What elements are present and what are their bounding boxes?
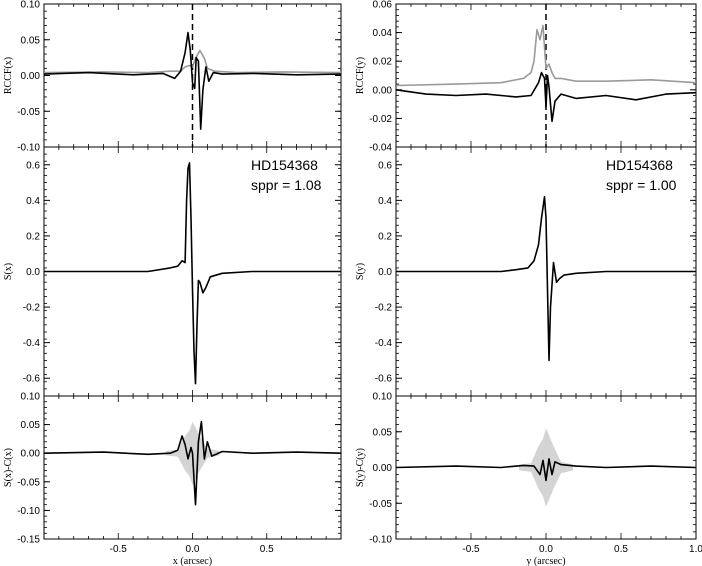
y-axis-label: S(x) (3, 263, 14, 280)
y-tick-label: 0.4 (26, 196, 40, 207)
y-tick-label: -0.05 (17, 477, 40, 488)
y-tick-label: 0.6 (378, 160, 392, 171)
y-tick-label: 0.00 (373, 85, 393, 96)
y-tick-label: 0.05 (373, 427, 393, 438)
series-line (395, 458, 697, 482)
y-tick-label: 0.02 (373, 57, 393, 68)
y-tick-label: 0.0 (26, 267, 40, 278)
y-tick-label: -0.2 (23, 303, 41, 314)
y-tick-label: 0.05 (21, 35, 41, 46)
series-line (43, 49, 342, 74)
x-tick-label: 0.5 (614, 544, 628, 555)
y-tick-label: 0.6 (26, 160, 40, 171)
y-tick-label: -0.15 (17, 535, 40, 546)
y-tick-label: -0.04 (369, 143, 392, 154)
y-tick-label: -0.02 (369, 114, 392, 125)
y-tick-label: -0.05 (17, 107, 40, 118)
y-tick-label: 0.10 (373, 392, 393, 403)
y-tick-label: 0.4 (378, 196, 392, 207)
y-tick-label: -0.2 (375, 303, 393, 314)
series-line (395, 24, 697, 87)
series-line (44, 162, 341, 385)
annotation-text: HD154368 (251, 157, 318, 173)
y-tick-label: -0.4 (23, 338, 41, 349)
x-axis-label: y (arcsec) (526, 556, 565, 566)
series-line (396, 196, 696, 362)
x-tick-label: -0.5 (462, 544, 480, 555)
y-tick-label: -0.6 (375, 374, 393, 385)
y-tick-label: 0.2 (378, 231, 392, 242)
y-tick-label: -0.10 (17, 143, 40, 154)
x-tick-label: 1.0 (689, 544, 702, 555)
y-tick-label: 0.10 (21, 0, 41, 11)
y-tick-label: 0.2 (26, 231, 40, 242)
series-line (43, 31, 342, 130)
x-tick-label: 0.5 (260, 544, 274, 555)
y-tick-label: -0.10 (17, 506, 40, 517)
y-tick-label: -0.4 (375, 338, 393, 349)
y-tick-label: -0.05 (369, 499, 392, 510)
y-tick-label: 0.04 (373, 28, 393, 39)
series-line (43, 420, 342, 506)
y-tick-label: -0.10 (369, 535, 392, 546)
y-tick-label: 0.10 (21, 392, 41, 403)
y-tick-label: 0.05 (21, 420, 41, 431)
x-tick-label: -0.5 (110, 544, 128, 555)
y-axis-label: RCCF(x) (3, 57, 14, 94)
y-axis-label: S(y) (355, 263, 366, 280)
annotation-text: sppr = 1.08 (251, 177, 322, 193)
x-axis-label: x (arcsec) (173, 556, 212, 566)
annotation-text: HD154368 (606, 157, 673, 173)
y-tick-label: 0.00 (373, 463, 393, 474)
y-tick-label: -0.6 (23, 374, 41, 385)
annotation-text: sppr = 1.00 (606, 177, 677, 193)
y-tick-label: 0.06 (373, 0, 393, 11)
y-tick-label: 0.00 (21, 449, 41, 460)
series-line (395, 71, 697, 123)
uncertainty-band (519, 428, 573, 507)
y-axis-label: S(x)-C(x) (3, 448, 14, 487)
y-axis-label: RCCF(y) (355, 57, 366, 94)
y-axis-label: S(y)-C(y) (355, 448, 366, 487)
y-tick-label: 0.00 (21, 71, 41, 82)
x-tick-label: 0.0 (186, 544, 200, 555)
x-tick-label: 0.0 (539, 544, 553, 555)
y-tick-label: 0.0 (378, 267, 392, 278)
